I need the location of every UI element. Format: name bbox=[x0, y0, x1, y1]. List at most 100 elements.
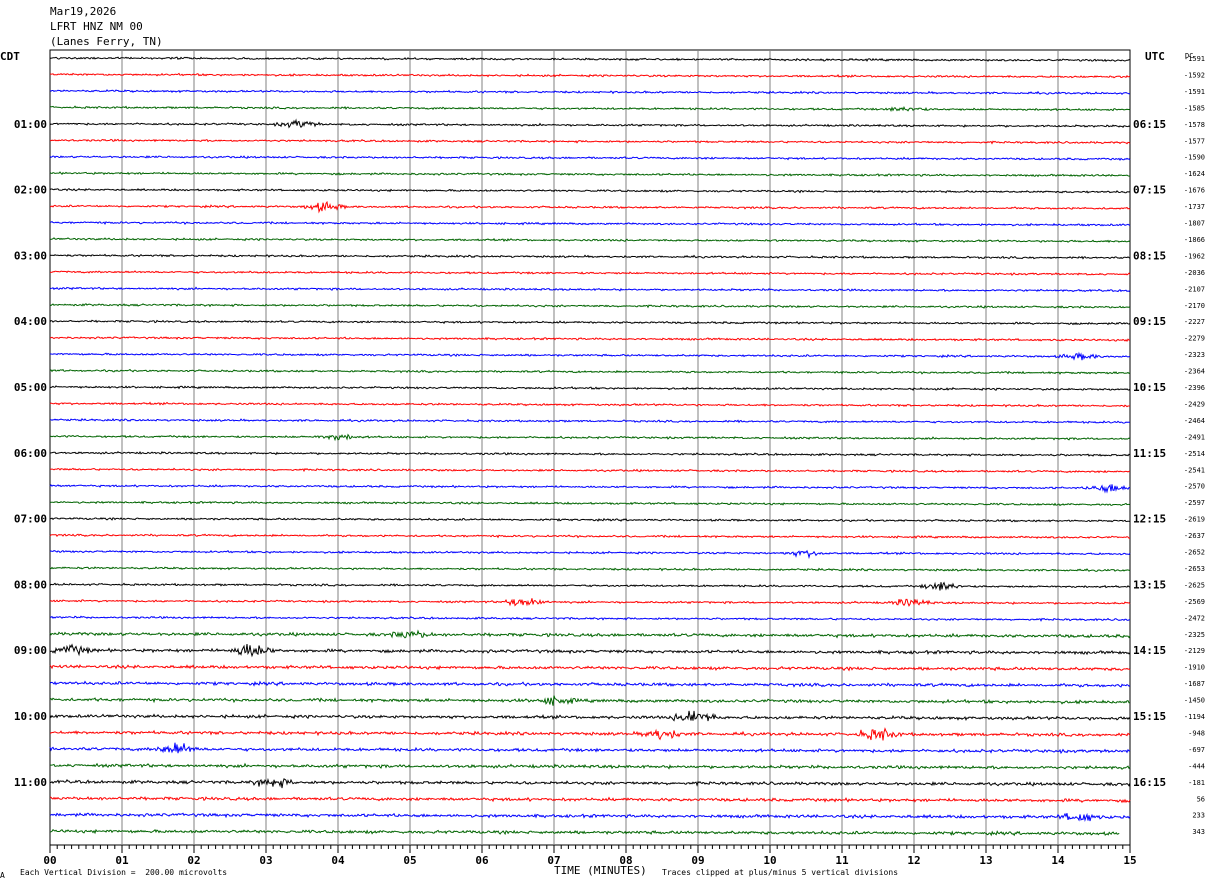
seismic-trace bbox=[49, 221, 1131, 227]
minute-tick-label: 14 bbox=[1051, 854, 1065, 867]
station-location: (Lanes Ferry, TN) bbox=[50, 35, 163, 48]
seismic-trace bbox=[49, 118, 1131, 129]
utc-time-label: 12:15 bbox=[1133, 513, 1166, 526]
seismic-trace bbox=[49, 566, 1131, 572]
dc-offset-label: -2227 bbox=[1184, 318, 1205, 326]
seismic-trace bbox=[49, 796, 1131, 804]
dc-offset-label: -2491 bbox=[1184, 433, 1205, 441]
seismic-trace bbox=[49, 680, 1131, 688]
seismic-trace bbox=[49, 710, 1131, 722]
seismic-trace bbox=[49, 72, 1131, 79]
seismic-trace bbox=[49, 319, 1131, 326]
seismic-trace bbox=[49, 777, 1131, 789]
seismic-trace bbox=[49, 629, 1131, 639]
dc-offset-label: -1687 bbox=[1184, 680, 1205, 688]
utc-time-label: 13:15 bbox=[1133, 578, 1166, 591]
minute-tick-label: 12 bbox=[907, 854, 920, 867]
minute-tick-label: 02 bbox=[187, 854, 200, 867]
dc-offset-label: -1450 bbox=[1184, 697, 1205, 705]
cdt-time-label: 01:00 bbox=[14, 118, 47, 131]
seismic-trace bbox=[49, 484, 1131, 494]
dc-offset-label: -697 bbox=[1188, 746, 1205, 754]
utc-time-label: 10:15 bbox=[1133, 381, 1166, 394]
dc-offset-label: -1590 bbox=[1184, 154, 1205, 162]
minute-tick-label: 13 bbox=[979, 854, 992, 867]
cdt-axis-label: CDT bbox=[0, 50, 20, 63]
dc-offset-label: -1866 bbox=[1184, 236, 1205, 244]
seismic-trace bbox=[49, 533, 1131, 539]
seismic-trace bbox=[49, 742, 1131, 755]
seismic-trace bbox=[49, 450, 1131, 457]
seismic-trace bbox=[49, 615, 1131, 622]
seismic-trace bbox=[49, 433, 1131, 442]
corner-mark: A bbox=[0, 871, 5, 880]
minute-tick-label: 10 bbox=[763, 854, 776, 867]
seismic-trace bbox=[49, 695, 1130, 706]
utc-time-label: 09:15 bbox=[1133, 315, 1166, 328]
cdt-time-label: 03:00 bbox=[14, 249, 47, 262]
minute-tick-label: 00 bbox=[43, 854, 56, 867]
minute-tick-label: 15 bbox=[1123, 854, 1136, 867]
minute-tick-label: 06 bbox=[475, 854, 489, 867]
dc-offset-label: -2472 bbox=[1184, 614, 1205, 622]
dc-offset-label: -2323 bbox=[1184, 351, 1205, 359]
seismic-trace bbox=[49, 828, 1120, 837]
dc-offset-label: -2652 bbox=[1184, 549, 1205, 557]
dc-offset-label: -2364 bbox=[1184, 368, 1205, 376]
dc-offset-label: -2129 bbox=[1184, 647, 1205, 655]
cdt-time-label: 06:00 bbox=[14, 447, 47, 460]
seismic-trace bbox=[49, 664, 1131, 672]
dc-offset-label: -1592 bbox=[1184, 71, 1205, 79]
dc-offset-label: -1910 bbox=[1184, 664, 1205, 672]
seismic-trace bbox=[49, 598, 1131, 607]
dc-offset-label: -2625 bbox=[1184, 581, 1205, 589]
cdt-time-label: 07:00 bbox=[14, 513, 47, 526]
minute-tick-label: 11 bbox=[835, 854, 849, 867]
dc-offset-label: -948 bbox=[1188, 729, 1205, 737]
dc-offset-label: -2569 bbox=[1184, 598, 1205, 606]
dc-offset-label: -2325 bbox=[1184, 631, 1205, 639]
seismic-trace bbox=[49, 549, 1131, 560]
cdt-time-label: 08:00 bbox=[14, 578, 47, 591]
cdt-time-label: 05:00 bbox=[14, 381, 47, 394]
dc-offset-label: -2036 bbox=[1184, 269, 1205, 277]
minute-tick-label: 05 bbox=[403, 854, 416, 867]
dc-offset-label: -444 bbox=[1188, 762, 1205, 770]
seismic-trace bbox=[49, 200, 1131, 214]
seismic-trace bbox=[49, 581, 1131, 591]
cdt-time-label: 11:00 bbox=[14, 776, 47, 789]
seismic-trace bbox=[49, 812, 1131, 822]
cdt-time-label: 09:00 bbox=[14, 644, 47, 657]
dc-offset-label: -1194 bbox=[1184, 713, 1205, 721]
dc-offset-label: -2637 bbox=[1184, 532, 1205, 540]
dc-offset-label: 56 bbox=[1197, 795, 1205, 803]
minute-tick-label: 03 bbox=[259, 854, 272, 867]
dc-offset-label: -2570 bbox=[1184, 483, 1205, 491]
utc-time-label: 16:15 bbox=[1133, 776, 1166, 789]
dc-offset-label: 233 bbox=[1192, 812, 1205, 820]
dc-offset-label: 343 bbox=[1192, 828, 1205, 836]
seismic-trace bbox=[49, 138, 1131, 145]
seismic-trace bbox=[49, 385, 1131, 392]
dc-column-label: DC bbox=[1185, 52, 1193, 60]
dc-offset-label: -2279 bbox=[1184, 335, 1205, 343]
seismic-trace bbox=[50, 417, 1131, 424]
utc-axis-label: UTC bbox=[1145, 50, 1165, 63]
utc-time-label: 06:15 bbox=[1133, 118, 1166, 131]
dc-offset-label: -2619 bbox=[1184, 516, 1205, 524]
seismic-trace bbox=[49, 727, 1131, 741]
seismic-trace bbox=[49, 517, 1131, 523]
utc-time-label: 14:15 bbox=[1133, 644, 1166, 657]
dc-offset-label: -181 bbox=[1188, 779, 1205, 787]
seismic-trace bbox=[49, 643, 1131, 658]
dc-offset-label: -2464 bbox=[1184, 417, 1205, 425]
minute-tick-label: 08 bbox=[619, 854, 632, 867]
seismic-trace bbox=[49, 187, 1131, 194]
seismic-trace bbox=[50, 270, 1131, 277]
dc-offset-label: -2514 bbox=[1184, 450, 1205, 458]
seismic-trace bbox=[49, 237, 1131, 243]
seismic-trace bbox=[49, 303, 1131, 309]
seismic-trace bbox=[49, 401, 1131, 408]
seismic-trace bbox=[49, 171, 1131, 178]
dc-offset-label: -2653 bbox=[1184, 565, 1205, 573]
